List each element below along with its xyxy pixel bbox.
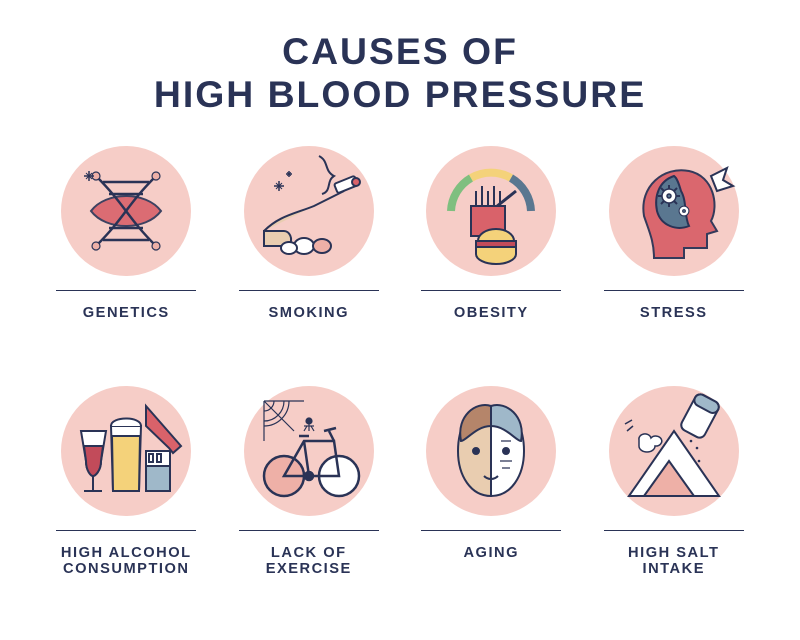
stress-icon bbox=[599, 136, 749, 286]
cause-label: AGING bbox=[463, 545, 519, 561]
cause-label: OBESITY bbox=[454, 305, 529, 321]
underline bbox=[239, 290, 379, 291]
infographic-root: CAUSES OF HIGH BLOOD PRESSURE GENETICS bbox=[0, 0, 800, 640]
cause-high-alcohol-consumption: HIGH ALCOHOL CONSUMPTION bbox=[40, 376, 213, 596]
underline bbox=[421, 290, 561, 291]
cause-aging: AGING bbox=[405, 376, 578, 596]
icon-grid: GENETICS SMOKING bbox=[40, 136, 760, 596]
cause-obesity: OBESITY bbox=[405, 136, 578, 356]
underline bbox=[604, 530, 744, 531]
cause-genetics: GENETICS bbox=[40, 136, 213, 356]
cause-label: STRESS bbox=[640, 305, 708, 321]
cause-label: LACK OF EXERCISE bbox=[266, 545, 352, 577]
high-alcohol-consumption-icon bbox=[51, 376, 201, 526]
underline bbox=[56, 290, 196, 291]
title-block: CAUSES OF HIGH BLOOD PRESSURE bbox=[40, 30, 760, 116]
cause-label: SMOKING bbox=[268, 305, 349, 321]
cause-label: GENETICS bbox=[83, 305, 170, 321]
cause-stress: STRESS bbox=[588, 136, 761, 356]
underline bbox=[239, 530, 379, 531]
underline bbox=[604, 290, 744, 291]
cause-high-salt-intake: HIGH SALT INTAKE bbox=[588, 376, 761, 596]
high-salt-intake-icon bbox=[599, 376, 749, 526]
cause-lack-of-exercise: LACK OF EXERCISE bbox=[223, 376, 396, 596]
genetics-icon bbox=[51, 136, 201, 286]
underline bbox=[56, 530, 196, 531]
cause-label: HIGH ALCOHOL CONSUMPTION bbox=[61, 545, 192, 577]
title-line-2: HIGH BLOOD PRESSURE bbox=[40, 73, 760, 116]
cause-smoking: SMOKING bbox=[223, 136, 396, 356]
aging-icon bbox=[416, 376, 566, 526]
lack-of-exercise-icon bbox=[234, 376, 384, 526]
cause-label: HIGH SALT INTAKE bbox=[628, 545, 719, 577]
obesity-icon bbox=[416, 136, 566, 286]
smoking-icon bbox=[234, 136, 384, 286]
underline bbox=[421, 530, 561, 531]
title-line-1: CAUSES OF bbox=[40, 30, 760, 73]
